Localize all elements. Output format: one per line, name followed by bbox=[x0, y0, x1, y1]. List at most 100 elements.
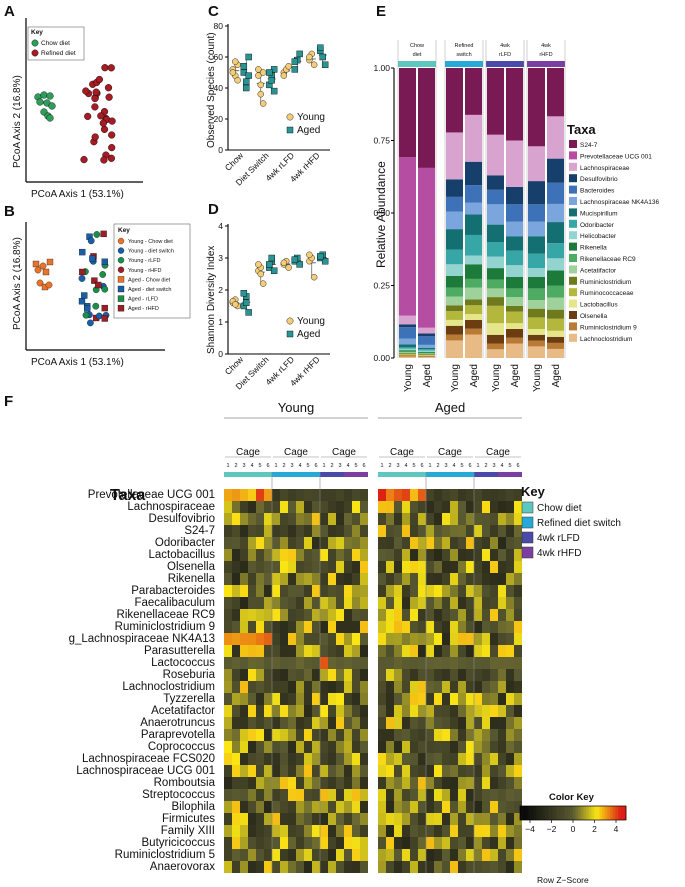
column-group-strip bbox=[336, 472, 344, 477]
color-key-gradient-step bbox=[533, 806, 537, 820]
stacked-segment-lachnospiraceae-nk4a136 bbox=[487, 204, 504, 225]
column-label: 1 bbox=[274, 463, 277, 469]
bar-group-label: switch bbox=[456, 52, 471, 58]
heatmap-cell bbox=[450, 813, 458, 825]
heatmap-cell bbox=[490, 849, 498, 861]
heatmap-cell bbox=[240, 729, 248, 741]
heatmap-cell bbox=[240, 861, 248, 873]
aged-chow-point bbox=[42, 268, 50, 276]
heatmap-cell bbox=[256, 861, 264, 873]
heatmap-cell bbox=[434, 525, 442, 537]
heatmap-cell bbox=[296, 549, 304, 561]
stacked-segment-rikenellaceae-rc9 bbox=[547, 285, 564, 298]
heatmap-cell bbox=[224, 489, 232, 501]
heatmap-cell bbox=[288, 741, 296, 753]
stacked-segment-s24-7 bbox=[528, 68, 545, 147]
heatmap-cell bbox=[378, 513, 386, 525]
heatmap-cell bbox=[352, 837, 360, 849]
heatmap-cell bbox=[296, 741, 304, 753]
stacked-segment-olsenella bbox=[487, 334, 504, 344]
heatmap-cell bbox=[498, 501, 506, 513]
heatmap-cell bbox=[442, 777, 450, 789]
young-refined-point bbox=[78, 275, 86, 282]
heatmap-cell bbox=[264, 609, 272, 621]
heatmap-cell bbox=[344, 501, 352, 513]
bar-group-label: 4wk bbox=[541, 43, 551, 49]
legend-swatch bbox=[569, 288, 577, 297]
legend-label: S24-7 bbox=[580, 142, 598, 149]
stacked-segment-desulfovibrio bbox=[465, 161, 482, 186]
heatmap-cell bbox=[378, 705, 386, 717]
heatmap-cell bbox=[410, 633, 418, 645]
heatmap-cell bbox=[410, 585, 418, 597]
heatmap-cell bbox=[466, 501, 474, 513]
heatmap-cell bbox=[312, 729, 320, 741]
heatmap-cell bbox=[410, 537, 418, 549]
heatmap-cell bbox=[490, 789, 498, 801]
heatmap-cell bbox=[272, 537, 280, 549]
heatmap-cell bbox=[378, 621, 386, 633]
legend-swatch bbox=[569, 299, 577, 308]
heatmap-cell bbox=[352, 657, 360, 669]
bar-category-label: Aged bbox=[422, 364, 433, 387]
heatmap-cell bbox=[394, 609, 402, 621]
heatmap-cell bbox=[410, 681, 418, 693]
heatmap-cell bbox=[328, 681, 336, 693]
heatmap-cell bbox=[288, 585, 296, 597]
refined-diet-point bbox=[84, 112, 92, 121]
stacked-segment-mucispirillum bbox=[465, 214, 482, 235]
cage-label: Cage bbox=[332, 447, 356, 458]
heatmap-cell bbox=[378, 693, 386, 705]
bar-group-color-strip bbox=[445, 61, 483, 67]
color-key-gradient-step bbox=[575, 806, 579, 820]
heatmap-key-label: 4wk rHFD bbox=[537, 548, 581, 559]
heatmap-cell bbox=[304, 717, 312, 729]
heatmap-cell bbox=[320, 837, 328, 849]
heatmap-cell bbox=[394, 801, 402, 813]
heatmap-cell bbox=[248, 489, 256, 501]
heatmap-cell bbox=[514, 813, 522, 825]
heatmap-cell bbox=[312, 561, 320, 573]
pcoa-b-legend-label: Aged - diet switch bbox=[128, 287, 171, 293]
heatmap-cell bbox=[410, 657, 418, 669]
heatmap-cell bbox=[344, 573, 352, 585]
stacked-segment-rikenellaceae-rc9 bbox=[446, 287, 463, 297]
column-label: 1 bbox=[226, 463, 229, 469]
aged-data-point bbox=[270, 267, 278, 274]
heatmap-cell bbox=[328, 861, 336, 873]
stacked-segment-ruminiclostridium-9 bbox=[418, 356, 435, 357]
heatmap-cell bbox=[442, 525, 450, 537]
heatmap-cell bbox=[458, 489, 466, 501]
heatmap-cell bbox=[482, 513, 490, 525]
heatmap-cell bbox=[272, 681, 280, 693]
heatmap-cell bbox=[498, 525, 506, 537]
heatmap-cell bbox=[378, 837, 386, 849]
heatmap-cell bbox=[360, 813, 368, 825]
heatmap-row-label: Lachnospiraceae FCS020 bbox=[82, 753, 215, 765]
stacked-segment-acetatifactor bbox=[506, 297, 523, 306]
heatmap-cell bbox=[386, 573, 394, 585]
heatmap-cell bbox=[352, 765, 360, 777]
heatmap-cell bbox=[434, 513, 442, 525]
heatmap-cell bbox=[344, 669, 352, 681]
heatmap-cell bbox=[418, 861, 426, 873]
heatmap-cell bbox=[320, 681, 328, 693]
color-key-gradient-step bbox=[535, 806, 539, 820]
heatmap-cell bbox=[320, 813, 328, 825]
heatmap-cell bbox=[304, 801, 312, 813]
heatmap-cell bbox=[288, 837, 296, 849]
heatmap-cell bbox=[304, 537, 312, 549]
heatmap-cell bbox=[386, 585, 394, 597]
heatmap-cell bbox=[360, 669, 368, 681]
heatmap-cell bbox=[434, 645, 442, 657]
heatmap-cell bbox=[328, 717, 336, 729]
heatmap-cell bbox=[450, 837, 458, 849]
heatmap-cell bbox=[328, 849, 336, 861]
heatmap-cell bbox=[466, 693, 474, 705]
heatmap-cell bbox=[386, 777, 394, 789]
legend-label: Helicobacter bbox=[580, 233, 617, 240]
heatmap-cell bbox=[360, 837, 368, 849]
heatmap-cell bbox=[296, 525, 304, 537]
aged-data-point bbox=[321, 258, 329, 265]
